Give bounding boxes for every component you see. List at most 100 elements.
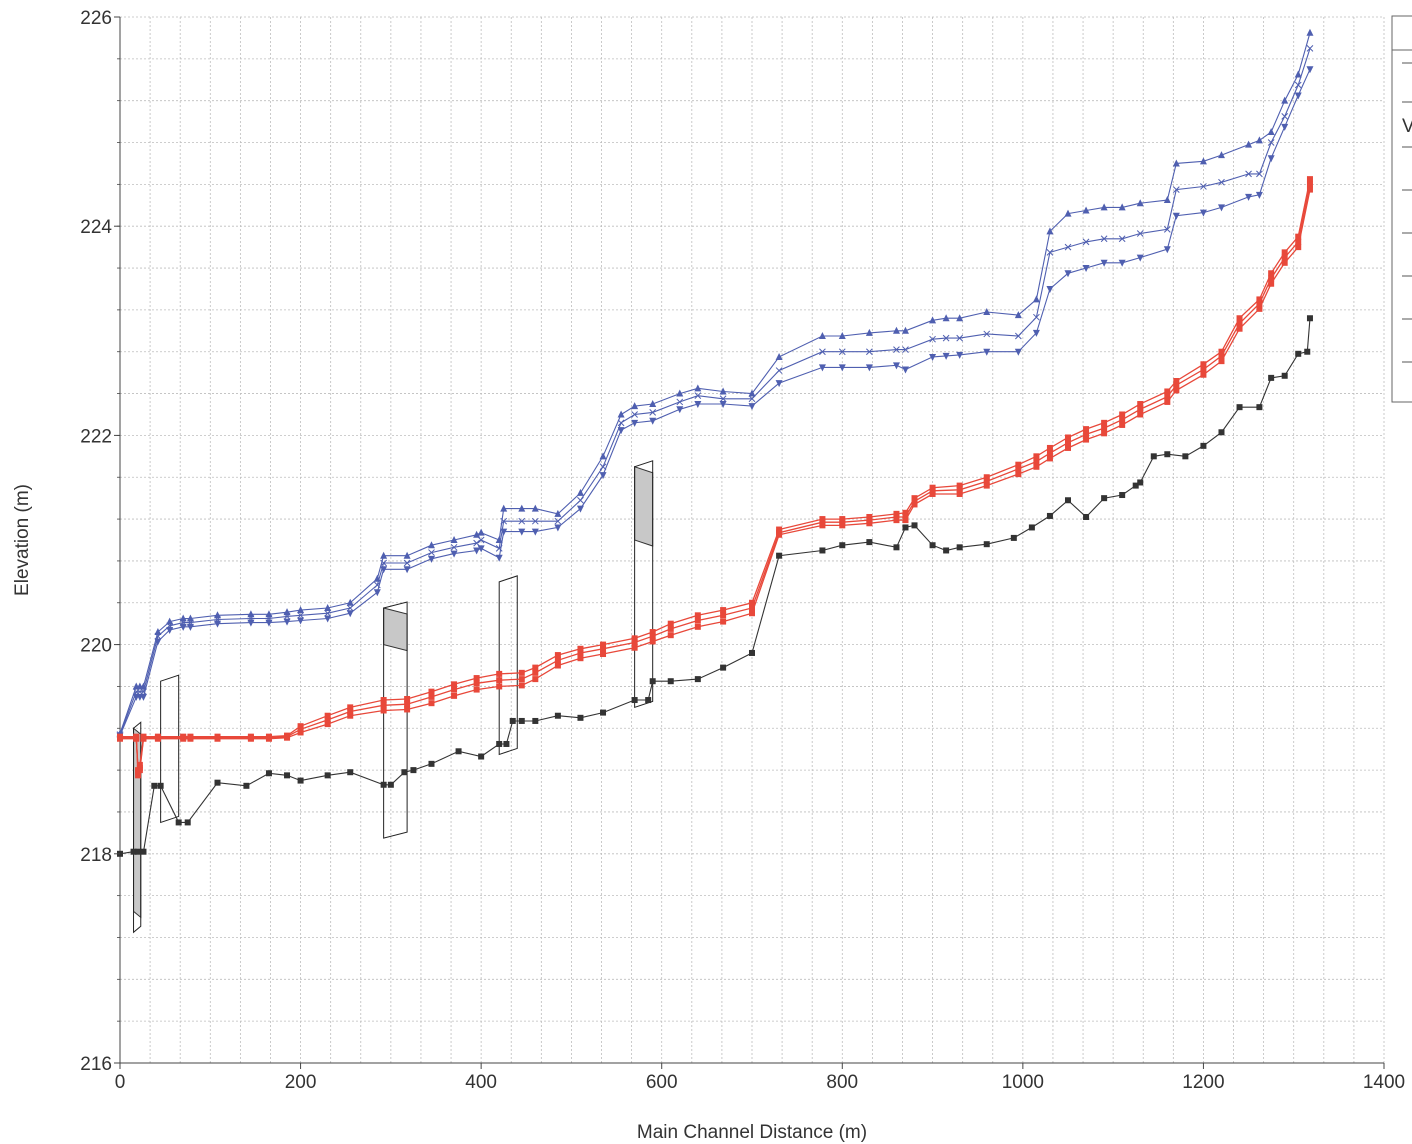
data-point: [554, 517, 562, 525]
data-point: [297, 606, 305, 614]
data-point: [1118, 203, 1126, 211]
data-point: [518, 528, 526, 536]
data-point: [819, 519, 826, 526]
data-point: [1046, 455, 1053, 462]
data-point: [139, 682, 147, 690]
data-point: [184, 819, 191, 826]
series-line: [119, 48, 1311, 735]
data-point: [265, 619, 273, 627]
data-point: [649, 633, 656, 640]
data-point: [1172, 186, 1180, 193]
data-point: [1046, 450, 1053, 457]
data-point: [1015, 461, 1022, 468]
data-point: [577, 496, 584, 504]
data-point: [1046, 227, 1054, 235]
data-point: [956, 482, 963, 489]
data-point: [649, 629, 656, 636]
data-point: [1172, 212, 1180, 220]
data-point: [667, 678, 674, 685]
data-point: [117, 735, 123, 742]
data-point: [1163, 196, 1171, 204]
data-point: [956, 314, 964, 322]
data-point: [380, 707, 387, 714]
data-point: [166, 626, 174, 634]
data-point: [496, 670, 503, 677]
data-point: [748, 395, 756, 403]
data-point: [1100, 235, 1108, 243]
data-point: [1267, 128, 1275, 136]
data-point: [617, 410, 625, 418]
data-point: [403, 551, 411, 559]
data-point: [1245, 140, 1253, 148]
tick-labels: 0 200 400 600 800 1000 1200 1400 216 218 220 222 224…: [80, 8, 1405, 1093]
data-point: [403, 559, 411, 567]
data-point: [297, 726, 304, 733]
data-point: [283, 613, 291, 620]
data-point: [600, 709, 607, 716]
data-point: [929, 316, 937, 324]
data-point: [1046, 512, 1053, 519]
data-point: [1294, 81, 1302, 89]
data-point: [324, 712, 331, 719]
data-point: [720, 607, 727, 614]
data-point: [179, 623, 187, 631]
x-tick-label: 800: [826, 1072, 858, 1093]
data-point: [956, 486, 963, 493]
data-point: [1236, 320, 1243, 327]
data-point: [819, 516, 826, 523]
data-point: [866, 517, 873, 524]
data-point: [554, 657, 561, 664]
grid: [119, 16, 1385, 1064]
data-point: [1281, 249, 1288, 256]
data-point: [839, 522, 846, 529]
data-point: [929, 335, 936, 343]
data-point: [694, 676, 701, 683]
data-point: [455, 748, 462, 755]
data-point: [324, 772, 331, 779]
y-tick-label: 226: [80, 8, 112, 29]
data-point: [1281, 113, 1289, 120]
data-point: [866, 520, 873, 527]
data-point: [136, 767, 143, 774]
data-point: [956, 544, 963, 551]
data-point: [214, 735, 221, 742]
structure-outline: [133, 721, 142, 934]
data-point: [631, 419, 639, 427]
data-point: [1032, 295, 1040, 303]
data-point: [1118, 235, 1126, 243]
data-point: [404, 706, 411, 713]
data-point: [649, 409, 657, 416]
data-point: [1281, 259, 1288, 266]
data-point: [893, 513, 900, 520]
data-point: [631, 697, 638, 704]
data-point: [532, 717, 539, 724]
data-point: [839, 516, 846, 523]
data-point: [451, 692, 458, 699]
data-point: [1065, 434, 1071, 441]
data-point: [247, 619, 255, 627]
data-point: [1083, 426, 1090, 433]
data-point: [1256, 305, 1263, 312]
data-point: [866, 513, 873, 520]
data-point: [518, 504, 526, 512]
data-point: [1199, 157, 1207, 165]
data-point: [265, 735, 272, 742]
data-point: [139, 693, 147, 701]
data-point: [1306, 315, 1313, 322]
data-point: [473, 539, 480, 547]
data-point: [631, 639, 638, 646]
data-point: [554, 712, 561, 719]
data-point: [983, 307, 991, 315]
structure-deck: [634, 466, 654, 547]
data-point: [500, 528, 508, 536]
data-point: [1119, 492, 1126, 499]
data-point: [500, 517, 508, 525]
data-point: [347, 769, 354, 776]
data-point: [694, 401, 702, 409]
y-tick-label: 222: [80, 426, 112, 447]
data-point: [473, 547, 481, 555]
structures: [133, 460, 654, 934]
data-point: [428, 760, 435, 767]
data-point: [1172, 159, 1180, 167]
data-point: [776, 552, 783, 559]
